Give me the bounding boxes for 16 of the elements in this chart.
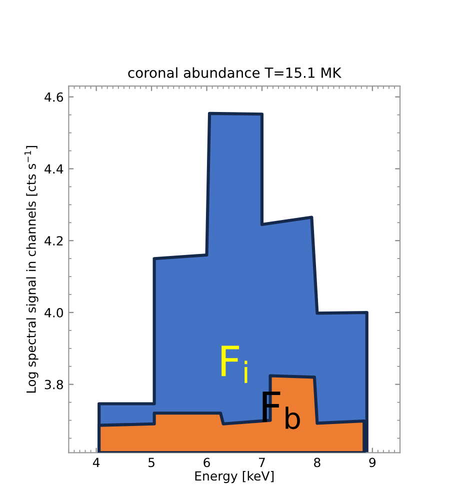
x-tick-label: 4 bbox=[92, 458, 100, 467]
x-tick-label: 8 bbox=[314, 458, 320, 468]
y-tick-label: 4.0 bbox=[44, 308, 64, 318]
y-tick-label: 4.6 bbox=[44, 92, 64, 102]
y-axis-title: Log spectral signal in channels [cts s$^{−1}$] bbox=[24, 146, 38, 393]
x-axis-title: Energy [keV] bbox=[195, 470, 274, 484]
x-tick-label: 9 bbox=[369, 458, 376, 468]
annotation: F$_{b}$ bbox=[262, 392, 300, 430]
x-tick-label: 5 bbox=[148, 458, 154, 468]
y-tick-label: 3.8 bbox=[44, 380, 63, 390]
y-tick-label: 4.2 bbox=[44, 236, 63, 246]
chart-title: coronal abundance T=15.1 MK bbox=[128, 67, 342, 78]
x-tick-label: 6 bbox=[204, 458, 210, 468]
y-tick-label: 4.4 bbox=[44, 164, 64, 174]
x-tick-label: 7 bbox=[259, 458, 265, 467]
annotation: F$_{i}$ bbox=[222, 346, 248, 383]
